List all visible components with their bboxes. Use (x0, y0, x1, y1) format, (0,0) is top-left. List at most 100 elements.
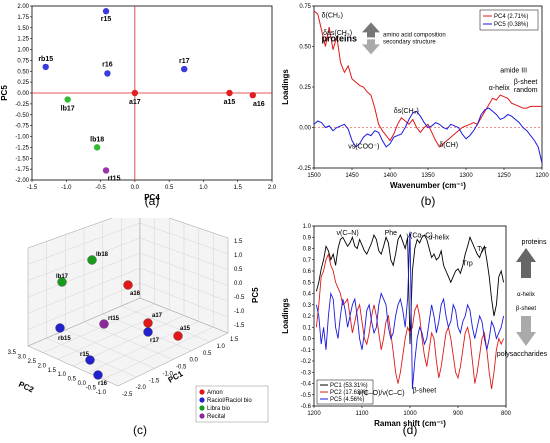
point-label-lb18: lb18 (90, 136, 104, 143)
x-axis-label: Raman shift (cm⁻¹) (374, 419, 446, 428)
point-r16 (104, 70, 111, 77)
series-line-3 (315, 231, 505, 390)
point-label-rt15: rt15 (108, 175, 121, 182)
arrow-label: β-sheet (516, 306, 536, 312)
point-label-a17: a17 (152, 313, 163, 319)
annotation: random (514, 87, 538, 94)
series-line-2 (315, 252, 505, 390)
legend-label: PC2 (17.63%) (330, 390, 368, 396)
y-tick-label: -1.00 (15, 135, 29, 141)
legend-label: Recital (207, 414, 225, 420)
y-tick-label: -2.00 (15, 178, 29, 184)
pc1-tick-label: -1.5 (149, 378, 160, 384)
point-a15 (226, 89, 233, 97)
point-a17 (131, 89, 139, 97)
series-line-2 (313, 107, 543, 164)
x-tick-label: 0.0 (131, 185, 140, 191)
point-label-a15: a15 (180, 326, 191, 332)
y-tick-label: -0.25 (297, 166, 311, 172)
y-tick-label: -1.50 (15, 156, 29, 162)
point-label-lb17: lb17 (61, 106, 75, 113)
chart-c-svg: 1.51.00.50.0-0.5-1.0-1.5PC5-2.5-2.0-1.5-… (8, 207, 269, 437)
point-a17 (143, 318, 153, 328)
legend-marker (199, 389, 205, 395)
point-r15 (85, 355, 95, 365)
chart-b-svg: 1500 1450 1400 1350 1300 1250 1200 0.75 0.50 0.25… (281, 4, 549, 208)
x-tick-label: 1.0 (199, 185, 208, 191)
x-tick-label: 1.5 (234, 185, 243, 191)
arrow-up-icon (362, 22, 380, 38)
x-tick-label: 900 (453, 411, 464, 417)
x-tick-label: 1450 (345, 173, 359, 179)
point-lb18 (87, 255, 97, 265)
panel-caption: (b) (421, 194, 436, 208)
annotation: δas(CH₃) (323, 30, 352, 37)
pc5-axis-label: PC5 (251, 287, 260, 303)
point-rb15 (55, 323, 65, 333)
x-tick-label: -0.5 (95, 185, 106, 191)
y-tick-label: -0.1 (301, 348, 312, 354)
pc2-tick-label: 3.0 (18, 354, 27, 360)
x-tick-label: 1250 (497, 173, 511, 179)
annotation: β-sheet (413, 388, 437, 395)
point-label-a16: a16 (253, 101, 265, 108)
pc5-tick-label: 0.5 (234, 267, 243, 273)
annotation: δ(CH) (439, 142, 458, 149)
y-tick-label: 0.25 (17, 80, 29, 86)
x-tick-label: 1200 (307, 411, 321, 417)
pc5-tick-label: 1.5 (234, 239, 243, 245)
y-tick-label: -0.25 (15, 102, 29, 108)
point-label-r17: r17 (150, 338, 160, 344)
point-r17 (143, 327, 153, 337)
x-tick-label: 1200 (535, 173, 549, 179)
panel-b: 1500 1450 1400 1350 1300 1250 1200 0.75 0.50 0.25… (280, 0, 550, 210)
annotation: Tyr (477, 246, 487, 253)
x-tick-label: 1000 (403, 411, 417, 417)
point-r17 (181, 65, 188, 73)
series-line-1 (313, 10, 542, 148)
pc1-tick-label: 1.0 (217, 344, 226, 350)
y-tick-label: 0.7 (303, 258, 312, 264)
y-axis-label: Loadings (281, 69, 290, 105)
y-tick-label: 0.5 (303, 280, 312, 286)
point-label-r16: r16 (102, 61, 113, 68)
annotation: amide III (500, 67, 527, 74)
legend-label: PC5 (4.56%) (330, 397, 364, 403)
y-tick-label: 0.6 (303, 269, 312, 275)
legend-label: Raciol/Raciol bio (207, 398, 252, 404)
y-tick-label: 0.3 (303, 303, 312, 309)
y-tick-label: 0.1 (303, 325, 312, 331)
point-label-a16: a16 (130, 291, 141, 297)
pc5-tick-label: -1.0 (234, 309, 245, 315)
arrow-text: amino acid composition (383, 32, 446, 38)
pc2-tick-label: 1.5 (48, 368, 57, 374)
y-tick-label: 1.50 (17, 26, 29, 32)
y-axis-label: PC5 (0, 85, 9, 101)
y-tick-label: -0.50 (15, 113, 29, 119)
y-tick-label: 0.2 (303, 314, 312, 320)
pc1-tick-label: 1.5 (230, 337, 239, 343)
point-label-lb17: lb17 (56, 274, 69, 280)
pc2-tick-label: -1.0 (96, 390, 107, 396)
y-tick-label: -1.25 (15, 145, 29, 151)
legend-label: PC5 (0.38%) (494, 22, 528, 28)
y-tick-label: 1.25 (17, 37, 29, 43)
pc1-tick-label: 0.5 (203, 351, 212, 357)
pc1-tick-label: -1.0 (163, 371, 174, 377)
point-label-rt15: rt15 (108, 316, 120, 322)
x-tick-label: 1500 (307, 173, 321, 179)
grid-line (121, 305, 210, 343)
legend-marker (199, 413, 205, 419)
pc5-tick-label: -0.5 (234, 295, 245, 301)
x-tick-label: 0.5 (165, 185, 174, 191)
arrow-up-icon (516, 248, 536, 278)
point-r16 (93, 370, 103, 380)
pc1-tick-label: -2.0 (136, 385, 147, 391)
panel-caption: (c) (133, 423, 147, 437)
point-r15 (102, 8, 110, 15)
pc2-tick-label: 0.0 (78, 381, 87, 387)
x-tick-label: 1300 (459, 173, 473, 179)
x-axis-label: Wavenumber (cm⁻¹) (390, 181, 466, 190)
point-lb17 (64, 96, 71, 103)
point-a16 (249, 91, 256, 99)
